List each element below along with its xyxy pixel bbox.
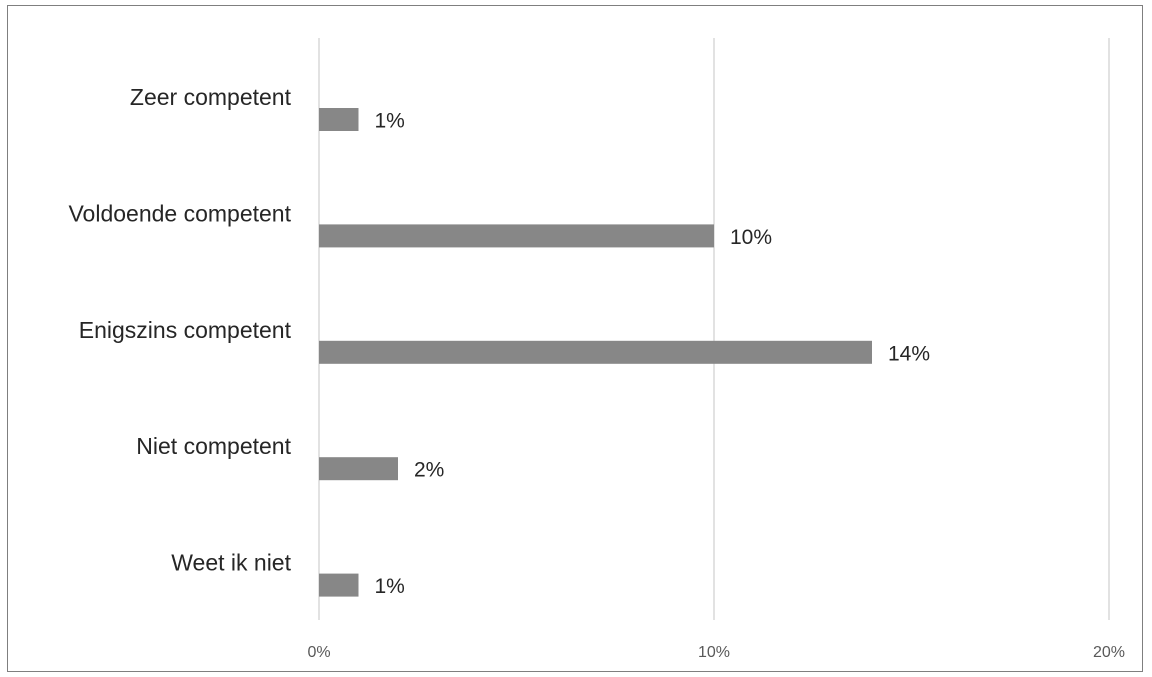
bar — [319, 108, 359, 131]
bar — [319, 224, 714, 248]
chart-frame — [7, 5, 1143, 672]
data-label: 1% — [375, 110, 405, 133]
category-label: Weet ik niet — [171, 550, 291, 576]
data-label: 2% — [414, 459, 444, 482]
category-label: Zeer competent — [130, 84, 292, 110]
bar — [319, 573, 359, 597]
x-tick-label: 20% — [1093, 644, 1125, 661]
bar — [319, 457, 398, 481]
x-tick-label: 0% — [307, 644, 330, 661]
data-label: 1% — [375, 575, 405, 598]
category-label: Voldoende competent — [68, 200, 291, 226]
category-label: Niet competent — [136, 433, 291, 459]
data-label: 10% — [730, 226, 772, 249]
data-label: 14% — [888, 342, 930, 365]
bar — [319, 340, 872, 364]
category-label: Enigszins competent — [79, 317, 292, 343]
x-tick-label: 10% — [698, 644, 730, 661]
